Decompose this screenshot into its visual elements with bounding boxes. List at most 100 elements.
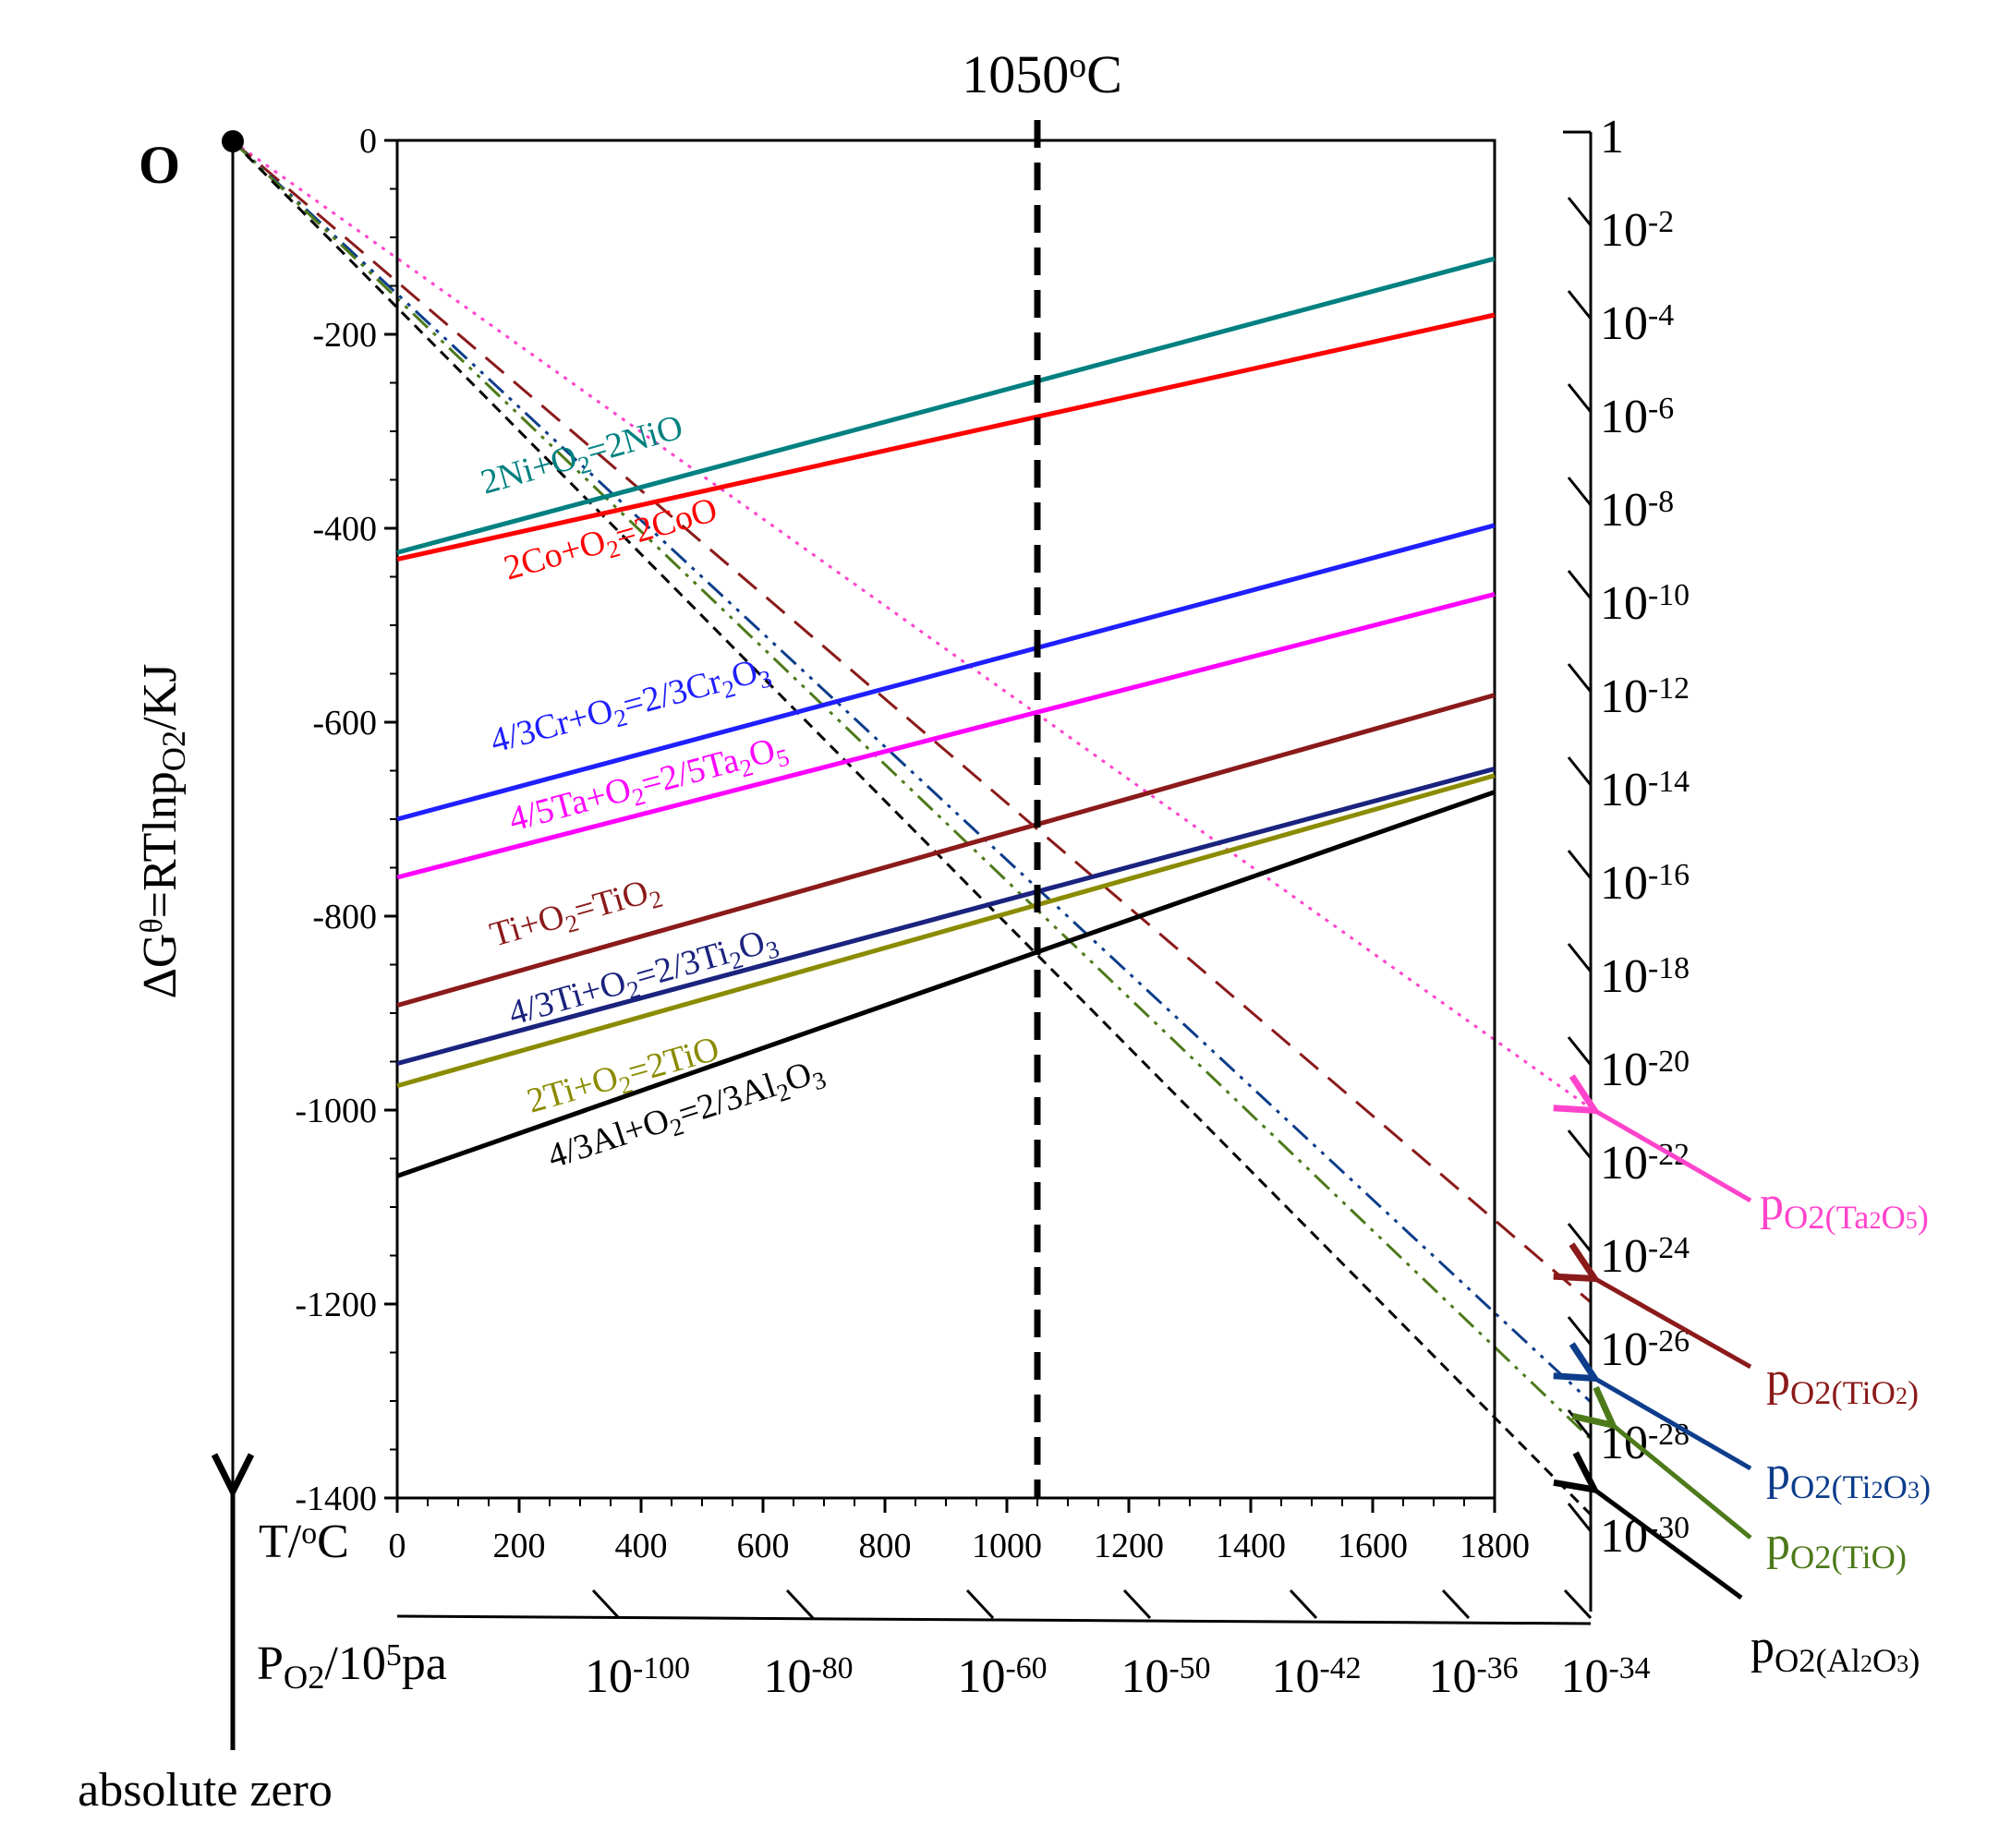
right-scale-label: 10-30 <box>1600 1510 1690 1563</box>
right-scale-tick <box>1567 1316 1593 1346</box>
y-tick-label: -600 <box>312 704 377 743</box>
line-2Ni+O2=2NiO <box>396 256 1496 555</box>
right-scale-tick <box>1567 1129 1593 1159</box>
right-scale-label: 10-12 <box>1600 670 1690 723</box>
right-scale-label: 10-4 <box>1600 297 1674 350</box>
x-tick-label: 1600 <box>1338 1527 1408 1565</box>
right-scale-tick <box>1567 943 1593 972</box>
x-tick-label: 1800 <box>1460 1527 1530 1565</box>
side-annotations: pO2(Ta2O5) pO2(TiO2) pO2(Ti2O3) pO2(TiO) pO2… <box>78 1108 1931 1817</box>
bottom-scale-tick <box>965 1588 995 1620</box>
y-tick-label: 0 <box>359 122 377 161</box>
x-tick-label: 1000 <box>972 1527 1042 1565</box>
right-scale-label: 10-18 <box>1600 950 1690 1003</box>
right-scale-label: 10-6 <box>1600 391 1674 443</box>
ray-pO2(TiO) <box>231 139 1593 1441</box>
y-axis-label: ΔGθ=RTlnpO2/KJ <box>134 663 192 998</box>
line-4/3Ti+O2=2/3Ti2O3 <box>396 766 1496 1067</box>
right-scale-tick <box>1567 197 1593 226</box>
right-scale-label: 1 <box>1600 111 1624 163</box>
po2-axis-label: PO2/105pa <box>257 1637 447 1696</box>
bottom-scale-tick <box>1441 1588 1471 1620</box>
right-scale-tick <box>1567 1409 1593 1439</box>
right-scale-tick <box>1567 1223 1593 1252</box>
side-label-pO2(Ta2O5): pO2(Ta2O5) <box>1760 1178 1929 1236</box>
line-4/3Al+O2=2/3Al2O3 <box>396 790 1496 1178</box>
right-scale-label: 10-22 <box>1600 1137 1690 1190</box>
bottom-scale-label: 10-50 <box>1121 1650 1210 1703</box>
line-Ti+O2=TiO2 <box>396 693 1496 1009</box>
bottom-scale-label: 10-100 <box>585 1650 690 1703</box>
x-tick-label: 200 <box>493 1527 546 1565</box>
oxygen-pressure-rays <box>231 139 1593 1516</box>
side-label-pO2(TiO): pO2(TiO) <box>1766 1517 1907 1576</box>
right-scale-tick <box>1567 756 1593 786</box>
bottom-scale-tick <box>1122 1588 1152 1620</box>
bottom-scale-label: 10-36 <box>1428 1650 1518 1703</box>
oxidation-lines <box>396 256 1496 1178</box>
label-2Co+O2=2CoO: 2Co+O2=2CoO <box>500 490 722 592</box>
side-label-pO2(Ti2O3): pO2(Ti2O3) <box>1766 1447 1931 1505</box>
y-tick-label: -200 <box>312 316 377 355</box>
line-labels: 2Ni+O2=2NiO2Co+O2=2CoO4/3Cr+O2=2/3Cr2O34… <box>477 407 830 1176</box>
right-scale-tick <box>1567 383 1593 413</box>
ray-pO2(TiO2) <box>232 139 1592 1304</box>
x-tick-label: 800 <box>859 1527 912 1565</box>
bottom-scale-tick <box>785 1588 815 1620</box>
x-tick-label: 400 <box>615 1527 668 1565</box>
x-tick-label: 1200 <box>1094 1527 1164 1565</box>
y-tick-label: -1400 <box>295 1480 377 1518</box>
label-2Ti+O2=2TiO: 2Ti+O2=2TiO <box>523 1029 724 1125</box>
marker-label: 1050oC <box>962 44 1122 104</box>
right-scale-label: 10-14 <box>1600 764 1690 816</box>
absolute-zero-label: absolute zero <box>78 1764 333 1817</box>
x-tick-label: 0 <box>389 1527 406 1565</box>
arrow-pO2(Ta2O5) <box>1591 1108 1752 1203</box>
label-2Ni+O2=2NiO: 2Ni+O2=2NiO <box>477 407 688 506</box>
y-tick-label: -1000 <box>295 1092 377 1130</box>
arrow-pO2(TiO) <box>1609 1422 1752 1540</box>
x-axis-label: T/oC <box>259 1516 349 1568</box>
y-tick-label: -800 <box>312 898 377 936</box>
arrow-pO2(TiO2) <box>1591 1276 1752 1370</box>
right-scale-tick <box>1567 290 1593 320</box>
right-scale-label: 10-28 <box>1600 1417 1690 1469</box>
arrow-pO2(Al2O3) <box>1591 1487 1743 1600</box>
x-tick-label: 1400 <box>1216 1527 1286 1565</box>
bottom-scale-label: 10-42 <box>1271 1650 1361 1703</box>
line-2Ti+O2=2TiO <box>396 773 1496 1089</box>
line-2Co+O2=2CoO <box>396 312 1496 562</box>
side-label-pO2(TiO2): pO2(TiO2) <box>1766 1353 1919 1411</box>
right-scale-tick <box>1567 570 1593 599</box>
bottom-scale-tick <box>591 1588 621 1620</box>
y-tick-label: -1200 <box>295 1286 377 1324</box>
right-scale-label: 10-8 <box>1600 484 1674 537</box>
right-scale-label: 10-10 <box>1600 577 1690 630</box>
axes: 0 -200 -400 -600 -800 -1000 -1200 -1400 0 200 400 6… <box>134 111 1690 1703</box>
bottom-scale-tick <box>1289 1588 1318 1620</box>
side-label-pO2(Al2O3): pO2(Al2O3) <box>1751 1621 1920 1679</box>
bottom-scale-label: 10-80 <box>763 1650 853 1703</box>
line-4/5Ta+O2=2/5Ta2O5 <box>396 591 1496 880</box>
label-Ti+O2=TiO2: Ti+O2=TiO2 <box>486 869 666 959</box>
right-scale-tick <box>1567 1503 1593 1532</box>
right-scale-tick <box>1567 1036 1593 1066</box>
bottom-scale-label: 10-60 <box>957 1650 1047 1703</box>
right-scale-label: 10-16 <box>1600 857 1690 910</box>
ray-pO2(Al2O3) <box>231 139 1593 1516</box>
bottom-scale-label: 10-34 <box>1560 1650 1650 1703</box>
right-scale-tick <box>1567 663 1593 693</box>
right-scale-tick <box>1567 477 1593 506</box>
temperature-marker: 1050oC <box>962 44 1122 1498</box>
right-scale-label: 10-26 <box>1600 1323 1690 1376</box>
x-tick-label: 600 <box>737 1527 790 1565</box>
origin-point <box>222 130 244 152</box>
right-scale-label: 10-2 <box>1600 204 1674 257</box>
ray-pO2(Ti2O3) <box>231 139 1593 1404</box>
right-scale-label: 10-24 <box>1600 1230 1690 1283</box>
origin-label: O <box>139 135 180 195</box>
y-tick-label: -400 <box>312 510 377 549</box>
bottom-scale-tick <box>1563 1588 1593 1620</box>
line-4/3Cr+O2=2/3Cr2O3 <box>396 523 1496 822</box>
